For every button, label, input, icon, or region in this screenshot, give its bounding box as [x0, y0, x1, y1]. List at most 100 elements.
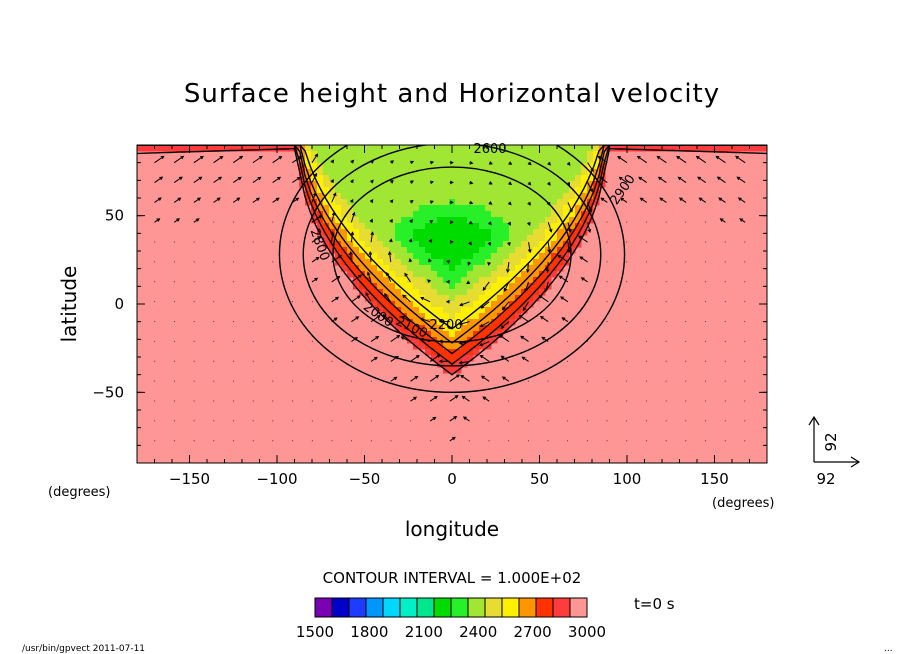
- contour-cell: [539, 193, 546, 200]
- velocity-vector: [311, 215, 322, 223]
- velocity-vector: [420, 338, 431, 343]
- contour-cell: [479, 199, 486, 206]
- contour-cell: [473, 277, 480, 284]
- contour-cell: [311, 205, 318, 212]
- contour-cell: [497, 283, 504, 290]
- contour-cell: [419, 283, 426, 290]
- velocity-arrowhead: [410, 180, 414, 184]
- contour-cell: [341, 151, 348, 158]
- contour-cell: [521, 205, 528, 212]
- velocity-arrowhead: [548, 228, 553, 233]
- contour-cell: [455, 145, 462, 152]
- contour-cell: [437, 307, 444, 314]
- contour-cell: [437, 343, 444, 350]
- contour-cell: [383, 157, 390, 164]
- contour-line: [137, 145, 767, 330]
- velocity-vector: [696, 156, 707, 164]
- contour-cell: [491, 211, 498, 218]
- velocity-arrowhead: [332, 192, 337, 197]
- contour-cell: [455, 199, 462, 206]
- contour-cell: [473, 349, 480, 356]
- contour-cell: [491, 259, 498, 266]
- contour-cell: [365, 169, 372, 176]
- contour-cell: [443, 343, 450, 350]
- contour-cell: [443, 151, 450, 158]
- contour-cell: [383, 283, 390, 290]
- contour-cell: [419, 301, 426, 308]
- contour-cell: [443, 193, 450, 200]
- contour-cell: [503, 313, 510, 320]
- contour-cell: [425, 211, 432, 218]
- velocity-vector: [232, 197, 240, 203]
- contour-cell: [485, 301, 492, 308]
- contour-cell: [431, 217, 438, 224]
- contour-cell: [479, 163, 486, 170]
- contour-cell: [371, 289, 378, 296]
- velocity-arrowhead: [718, 197, 723, 201]
- contour-cell: [521, 295, 528, 302]
- contour-cell: [455, 229, 462, 236]
- contour-cell: [467, 247, 474, 254]
- contour-cell: [353, 271, 360, 278]
- velocity-vector: [420, 318, 431, 323]
- contour-cell: [389, 211, 396, 218]
- contour-cell: [485, 289, 492, 296]
- contour-cell: [467, 175, 474, 182]
- contour-cell: [401, 307, 408, 314]
- contour-cell: [305, 169, 312, 176]
- contour-cell: [449, 289, 456, 296]
- contour-cell: [461, 355, 468, 362]
- velocity-vector: [502, 301, 510, 310]
- contour-cell: [377, 199, 384, 206]
- contour-cell: [473, 313, 480, 320]
- contour-cell: [581, 187, 588, 194]
- velocity-arrowhead: [487, 241, 492, 247]
- contour-cell: [551, 169, 558, 176]
- contour-cell: [443, 175, 450, 182]
- contour-cell: [497, 181, 504, 188]
- contour-cell: [563, 211, 570, 218]
- velocity-arrowhead: [348, 251, 353, 256]
- contour-cell: [539, 151, 546, 158]
- contour-cell: [413, 181, 420, 188]
- contour-cell: [431, 277, 438, 284]
- contour-cell: [545, 169, 552, 176]
- velocity-vector: [460, 375, 470, 382]
- velocity-arrowhead: [461, 395, 466, 400]
- contour-cell: [413, 277, 420, 284]
- contour-cell: [377, 247, 384, 254]
- contour-cell: [569, 211, 576, 218]
- colorbar-swatch: [314, 597, 333, 618]
- velocity-vector: [482, 281, 490, 291]
- velocity-vector: [272, 176, 281, 183]
- contour-cell: [449, 235, 456, 242]
- contour-cell: [359, 229, 366, 236]
- contour-cell: [449, 283, 456, 290]
- velocity-vector: [331, 296, 339, 303]
- contour-cell: [515, 235, 522, 242]
- contour-cell: [353, 235, 360, 242]
- contour-cell: [407, 205, 414, 212]
- contour-cell: [371, 169, 378, 176]
- contour-cell: [347, 151, 354, 158]
- contour-cell: [533, 145, 540, 152]
- contour-cell: [377, 157, 384, 164]
- contour-cell: [533, 175, 540, 182]
- contour-cell: [173, 145, 180, 152]
- contour-cell: [419, 175, 426, 182]
- y-tick-label: −50: [92, 383, 124, 401]
- contour-cell: [377, 175, 384, 182]
- contour-cell: [557, 235, 564, 242]
- velocity-arrowhead: [178, 176, 183, 181]
- velocity-arrowhead: [256, 197, 261, 202]
- contour-cell: [491, 283, 498, 290]
- contour-cell: [467, 217, 474, 224]
- contour-cell: [449, 241, 456, 248]
- contour-cell: [359, 181, 366, 188]
- contour-cell: [503, 217, 510, 224]
- velocity-vector: [331, 276, 340, 283]
- contour-cell: [317, 229, 324, 236]
- contour-cell: [449, 151, 456, 158]
- contour-cell: [431, 301, 438, 308]
- contour-cell: [323, 223, 330, 230]
